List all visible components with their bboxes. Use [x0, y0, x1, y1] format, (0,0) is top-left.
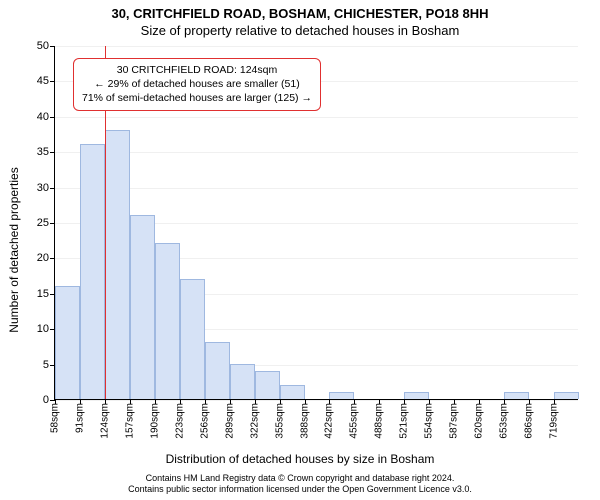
- page-subtitle: Size of property relative to detached ho…: [0, 21, 600, 38]
- ytick-label: 40: [37, 111, 55, 123]
- ytick-label: 50: [37, 40, 55, 52]
- histogram-bar: [504, 392, 529, 399]
- histogram-bar: [280, 385, 305, 399]
- xtick-label: 554sqm: [424, 399, 435, 439]
- xtick-label: 355sqm: [274, 399, 285, 439]
- gridline: [55, 188, 578, 189]
- xtick-label: 686sqm: [524, 399, 535, 439]
- xtick-label: 719sqm: [549, 399, 560, 439]
- xtick-label: 91sqm: [74, 399, 85, 433]
- histogram-bar: [55, 286, 80, 399]
- xtick-label: 223sqm: [174, 399, 185, 439]
- xtick-label: 620sqm: [474, 399, 485, 439]
- gridline: [55, 152, 578, 153]
- xtick-label: 256sqm: [199, 399, 210, 439]
- histogram-bar: [205, 342, 230, 399]
- plot-area: 0510152025303540455058sqm91sqm124sqm157s…: [54, 46, 578, 400]
- xtick-label: 124sqm: [99, 399, 110, 439]
- xtick-label: 388sqm: [299, 399, 310, 439]
- callout-line-2: ← 29% of detached houses are smaller (51…: [82, 77, 312, 91]
- xtick-label: 58sqm: [50, 399, 61, 433]
- ytick-label: 15: [37, 288, 55, 300]
- histogram-bar: [130, 215, 155, 399]
- callout-line-1: 30 CRITCHFIELD ROAD: 124sqm: [82, 63, 312, 77]
- ytick-label: 10: [37, 323, 55, 335]
- xtick-label: 653sqm: [499, 399, 510, 439]
- gridline: [55, 46, 578, 47]
- xtick-label: 422sqm: [324, 399, 335, 439]
- footer-attribution: Contains HM Land Registry data © Crown c…: [0, 473, 600, 496]
- xtick-label: 190sqm: [149, 399, 160, 439]
- histogram-bar: [80, 144, 105, 399]
- histogram-bar: [230, 364, 255, 399]
- ytick-label: 35: [37, 146, 55, 158]
- ytick-label: 45: [37, 75, 55, 87]
- ytick-label: 5: [43, 359, 55, 371]
- page-title: 30, CRITCHFIELD ROAD, BOSHAM, CHICHESTER…: [0, 0, 600, 21]
- histogram-bar: [180, 279, 205, 399]
- callout-line-3: 71% of semi-detached houses are larger (…: [82, 91, 312, 105]
- gridline: [55, 117, 578, 118]
- histogram-bar: [554, 392, 579, 399]
- xtick-label: 322sqm: [249, 399, 260, 439]
- histogram-bar: [255, 371, 280, 399]
- histogram-plot: 0510152025303540455058sqm91sqm124sqm157s…: [54, 46, 578, 400]
- xtick-label: 455sqm: [349, 399, 360, 439]
- callout-box: 30 CRITCHFIELD ROAD: 124sqm← 29% of deta…: [73, 58, 321, 111]
- y-axis-label: Number of detached properties: [7, 150, 21, 350]
- ytick-label: 20: [37, 252, 55, 264]
- ytick-label: 25: [37, 217, 55, 229]
- histogram-bar: [155, 243, 180, 399]
- footer-line-1: Contains HM Land Registry data © Crown c…: [0, 473, 600, 485]
- footer-line-2: Contains public sector information licen…: [0, 484, 600, 496]
- xtick-label: 289sqm: [224, 399, 235, 439]
- x-axis-label: Distribution of detached houses by size …: [0, 452, 600, 466]
- histogram-bar: [404, 392, 429, 399]
- xtick-label: 488sqm: [374, 399, 385, 439]
- xtick-label: 587sqm: [449, 399, 460, 439]
- xtick-label: 521sqm: [399, 399, 410, 439]
- histogram-bar: [329, 392, 354, 399]
- xtick-label: 157sqm: [124, 399, 135, 439]
- ytick-label: 30: [37, 182, 55, 194]
- histogram-bar: [105, 130, 130, 399]
